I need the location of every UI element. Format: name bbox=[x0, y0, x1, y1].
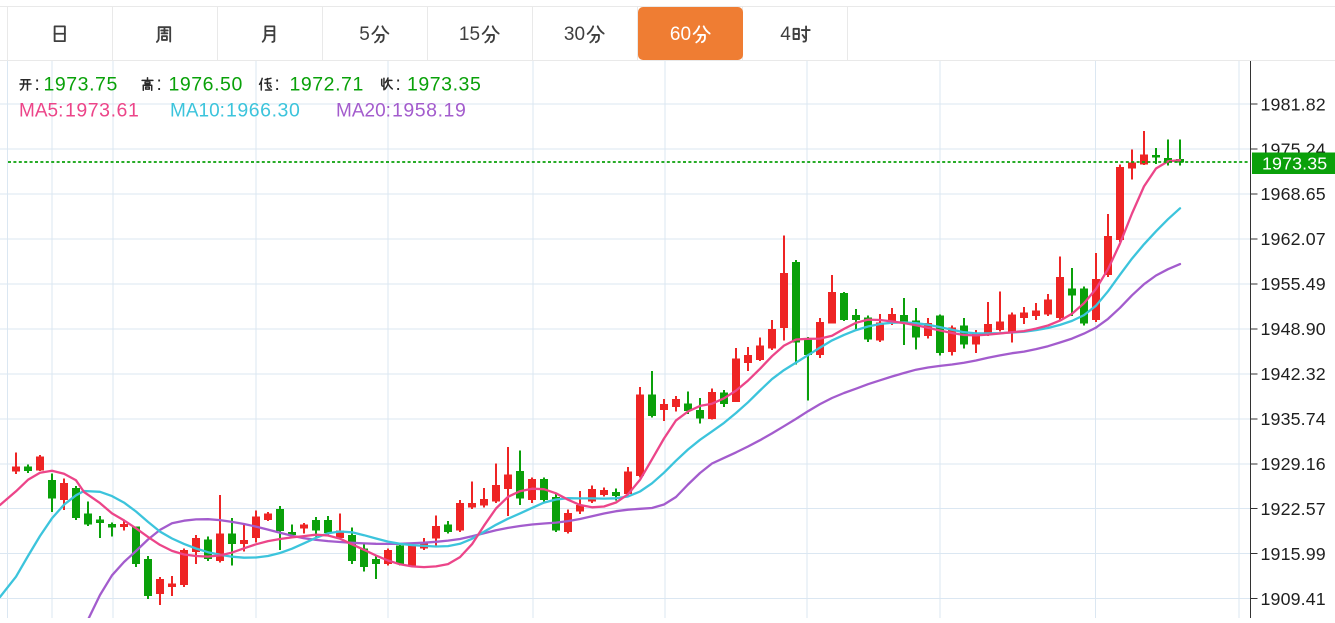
svg-text:1942.32: 1942.32 bbox=[1261, 364, 1326, 384]
svg-text:1935.74: 1935.74 bbox=[1261, 409, 1326, 429]
svg-text:1973.35: 1973.35 bbox=[407, 74, 481, 96]
svg-text::: : bbox=[35, 74, 40, 95]
svg-text:1976.50: 1976.50 bbox=[169, 74, 243, 96]
svg-text:1948.90: 1948.90 bbox=[1261, 319, 1326, 339]
svg-text::: : bbox=[275, 74, 280, 95]
svg-text:1909.41: 1909.41 bbox=[1261, 589, 1326, 609]
svg-text:1958.19: 1958.19 bbox=[392, 100, 466, 122]
svg-text:1973.35: 1973.35 bbox=[1262, 153, 1327, 173]
svg-text:1973.75: 1973.75 bbox=[44, 74, 118, 96]
svg-text:MA20:: MA20: bbox=[336, 101, 391, 122]
svg-text::: : bbox=[396, 74, 401, 95]
svg-text:MA5:: MA5: bbox=[19, 101, 63, 122]
svg-text:1981.82: 1981.82 bbox=[1261, 94, 1326, 114]
svg-text:1972.71: 1972.71 bbox=[290, 74, 364, 96]
svg-text:1922.57: 1922.57 bbox=[1261, 499, 1326, 519]
svg-text:1915.99: 1915.99 bbox=[1261, 544, 1326, 564]
svg-text:1929.16: 1929.16 bbox=[1261, 454, 1326, 474]
svg-text:5: 5 bbox=[359, 24, 370, 45]
svg-text:MA10:: MA10: bbox=[170, 101, 225, 122]
svg-text:1973.61: 1973.61 bbox=[65, 100, 139, 122]
svg-text::: : bbox=[157, 74, 162, 95]
svg-text:1968.65: 1968.65 bbox=[1261, 184, 1326, 204]
svg-text:1962.07: 1962.07 bbox=[1261, 229, 1326, 249]
svg-text:4: 4 bbox=[780, 24, 791, 45]
svg-text:30: 30 bbox=[564, 24, 585, 45]
svg-text:1966.30: 1966.30 bbox=[226, 100, 300, 122]
svg-text:15: 15 bbox=[459, 24, 480, 45]
svg-text:60: 60 bbox=[670, 24, 691, 45]
svg-text:1955.49: 1955.49 bbox=[1261, 274, 1326, 294]
